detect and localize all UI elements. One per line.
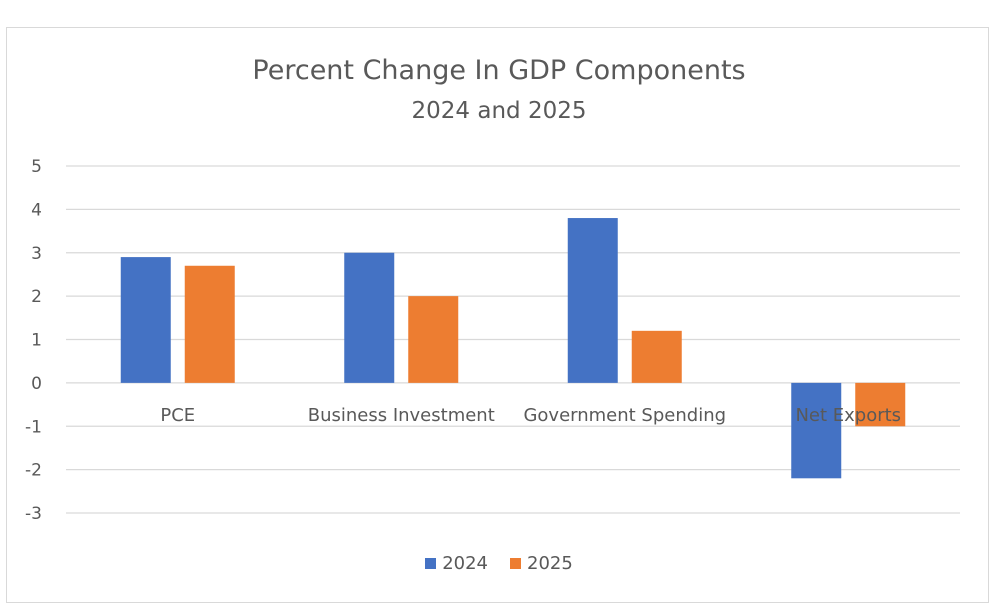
- legend-item-2025: 2025: [510, 553, 573, 574]
- bar-2025-1: [408, 296, 459, 383]
- y-tick-label: -1: [25, 417, 42, 437]
- chart-subtitle: 2024 and 2025: [411, 98, 587, 124]
- y-tick-label: 4: [31, 200, 42, 220]
- x-category-label: Government Spending: [523, 405, 726, 426]
- bar-2024-0: [120, 257, 171, 383]
- y-tick-label: 5: [31, 157, 42, 177]
- bar-2024-2: [567, 218, 618, 383]
- y-tick-label: 2: [31, 287, 42, 307]
- y-tick-label: 1: [31, 331, 42, 351]
- legend-swatch-2025: [510, 558, 521, 569]
- chart-title: Percent Change In GDP Components: [252, 55, 746, 86]
- x-category-label: PCE: [160, 405, 195, 426]
- legend-item-2024: 2024: [425, 553, 488, 574]
- legend-swatch-2024: [425, 558, 437, 569]
- x-category-label: Business Investment: [308, 405, 495, 426]
- y-tick-label: 0: [31, 374, 42, 394]
- bar-2025-2: [631, 330, 682, 383]
- x-category-label: Net Exports: [795, 405, 901, 426]
- legend: 2024 2025: [0, 553, 998, 574]
- legend-label-2024: 2024: [442, 553, 488, 574]
- y-tick-label: -3: [25, 504, 42, 524]
- y-tick-label: 3: [31, 244, 42, 264]
- bar-2025-0: [184, 265, 235, 383]
- legend-label-2025: 2025: [527, 553, 573, 574]
- bar-2024-1: [344, 252, 395, 383]
- bar-2025-3: [855, 382, 906, 427]
- bar-2024-3: [791, 382, 842, 479]
- y-tick-label: -2: [25, 461, 42, 481]
